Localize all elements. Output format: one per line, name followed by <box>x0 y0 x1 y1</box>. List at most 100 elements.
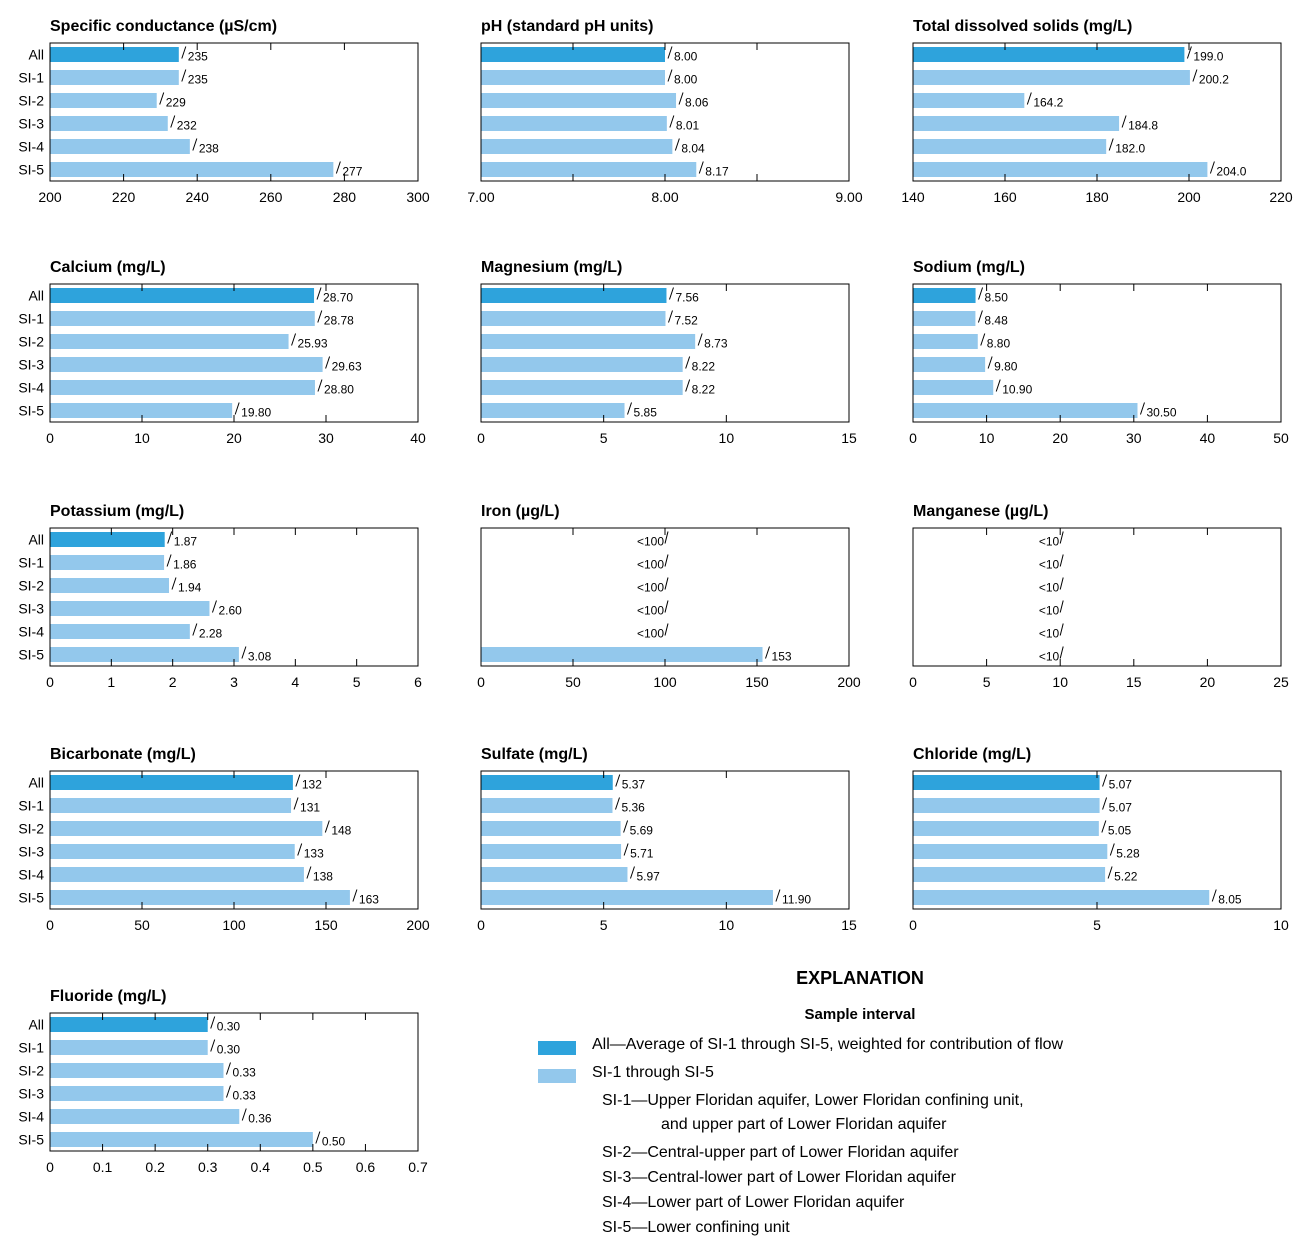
label-leader <box>765 646 770 659</box>
category-label: SI-1 <box>18 798 44 814</box>
label-leader <box>1107 866 1113 879</box>
bar-si-2 <box>481 821 621 836</box>
bar-si-5 <box>913 890 1210 905</box>
bar-si-1 <box>50 1040 208 1055</box>
bar-si-4 <box>913 867 1106 882</box>
data-label: 238 <box>199 142 219 156</box>
plot-frame <box>912 283 1282 423</box>
label-leader <box>615 774 621 787</box>
data-label: 8.50 <box>985 291 1009 305</box>
bar-all <box>50 47 179 62</box>
chart-title: Fluoride (mg/L) <box>50 988 166 1005</box>
data-label: 5.22 <box>1114 870 1138 884</box>
data-label: <10 <box>1039 650 1060 664</box>
chart-title: Sodium (mg/L) <box>913 259 1025 276</box>
data-label: 3.08 <box>248 650 272 664</box>
tick-label: 5 <box>353 674 361 690</box>
data-label: 5.07 <box>1109 801 1133 815</box>
data-label: 5.69 <box>630 824 654 838</box>
label-leader <box>977 310 983 323</box>
label-leader <box>1192 69 1198 82</box>
label-leader <box>1209 161 1215 174</box>
plot-frame <box>49 1012 419 1152</box>
label-leader <box>623 820 629 833</box>
label-leader <box>1059 623 1064 636</box>
legend-si2: SI-2—Central-upper part of Lower Florida… <box>602 1144 959 1161</box>
tick-label: 220 <box>112 189 136 205</box>
label-leader <box>226 1062 231 1075</box>
tick-label: 0 <box>477 917 485 933</box>
tick-label: 3 <box>230 674 238 690</box>
category-label: SI-2 <box>18 578 44 594</box>
label-leader <box>1211 889 1217 902</box>
data-label: 133 <box>304 847 324 861</box>
chart-title: Specific conductance (µS/cm) <box>50 18 277 35</box>
label-leader <box>685 356 691 369</box>
tick-label: 5 <box>600 430 608 446</box>
category-label: SI-2 <box>18 334 44 350</box>
tick-label: 1 <box>107 674 115 690</box>
data-label: 5.97 <box>636 870 660 884</box>
bar-si-2 <box>50 1063 224 1078</box>
tick-label: 2 <box>169 674 177 690</box>
bar-si-5 <box>481 890 773 905</box>
label-leader <box>1059 600 1064 613</box>
category-label: All <box>28 1017 44 1033</box>
bar-all <box>481 775 613 790</box>
si-swatch <box>538 1069 576 1083</box>
data-label: 232 <box>177 119 197 133</box>
label-leader <box>1059 554 1064 567</box>
bar-si-3 <box>50 601 210 616</box>
data-label: 0.33 <box>232 1089 256 1103</box>
data-label: 200.2 <box>1199 73 1229 87</box>
data-label: 5.07 <box>1109 778 1133 792</box>
data-label: 2.28 <box>199 627 223 641</box>
label-leader <box>181 69 187 82</box>
tick-label: 20 <box>1200 674 1216 690</box>
data-label: <100 <box>637 558 664 572</box>
plot-frame <box>480 42 850 182</box>
legend-si1-line2: and upper part of Lower Floridan aquifer <box>661 1116 947 1133</box>
plot-frame <box>480 283 850 423</box>
tick-label: 200 <box>1177 189 1201 205</box>
legend-all-entry: All—Average of SI-1 through SI-5, weight… <box>592 1036 1064 1053</box>
data-label: 11.90 <box>782 893 811 907</box>
label-leader <box>1140 402 1145 415</box>
bar-si-2 <box>913 334 978 349</box>
label-leader <box>1108 138 1114 151</box>
data-label: 28.80 <box>324 383 354 397</box>
tick-label: 150 <box>745 674 769 690</box>
bar-si-2 <box>50 821 323 836</box>
data-label: 8.06 <box>685 96 709 110</box>
tick-label: 6 <box>414 674 422 690</box>
tick-label: 200 <box>837 674 861 690</box>
data-label: 8.80 <box>987 337 1011 351</box>
chart-title: Iron (µg/L) <box>481 503 560 520</box>
tick-label: 0 <box>46 1159 54 1175</box>
label-leader <box>324 820 330 833</box>
category-label: SI-1 <box>18 555 44 571</box>
label-leader <box>775 889 781 902</box>
label-leader <box>335 161 341 174</box>
data-label: 29.63 <box>332 360 362 374</box>
label-leader <box>1026 92 1032 105</box>
label-leader <box>192 138 198 151</box>
data-label: 5.36 <box>621 801 645 815</box>
tick-label: 0.5 <box>303 1159 323 1175</box>
label-leader <box>1059 531 1064 544</box>
tick-label: 30 <box>318 430 334 446</box>
data-label: 5.37 <box>622 778 646 792</box>
bar-all <box>481 47 665 62</box>
bar-si-5 <box>481 647 763 662</box>
category-label: SI-3 <box>18 357 44 373</box>
label-leader <box>667 69 673 82</box>
label-leader <box>1059 577 1064 590</box>
data-label: 8.22 <box>692 360 716 374</box>
bar-si-1 <box>50 798 292 813</box>
data-label: <100 <box>637 627 664 641</box>
tick-label: 40 <box>1200 430 1216 446</box>
bar-si-4 <box>481 380 683 395</box>
category-label: SI-4 <box>18 139 44 155</box>
tick-label: 15 <box>841 917 857 933</box>
category-label: SI-1 <box>18 70 44 86</box>
